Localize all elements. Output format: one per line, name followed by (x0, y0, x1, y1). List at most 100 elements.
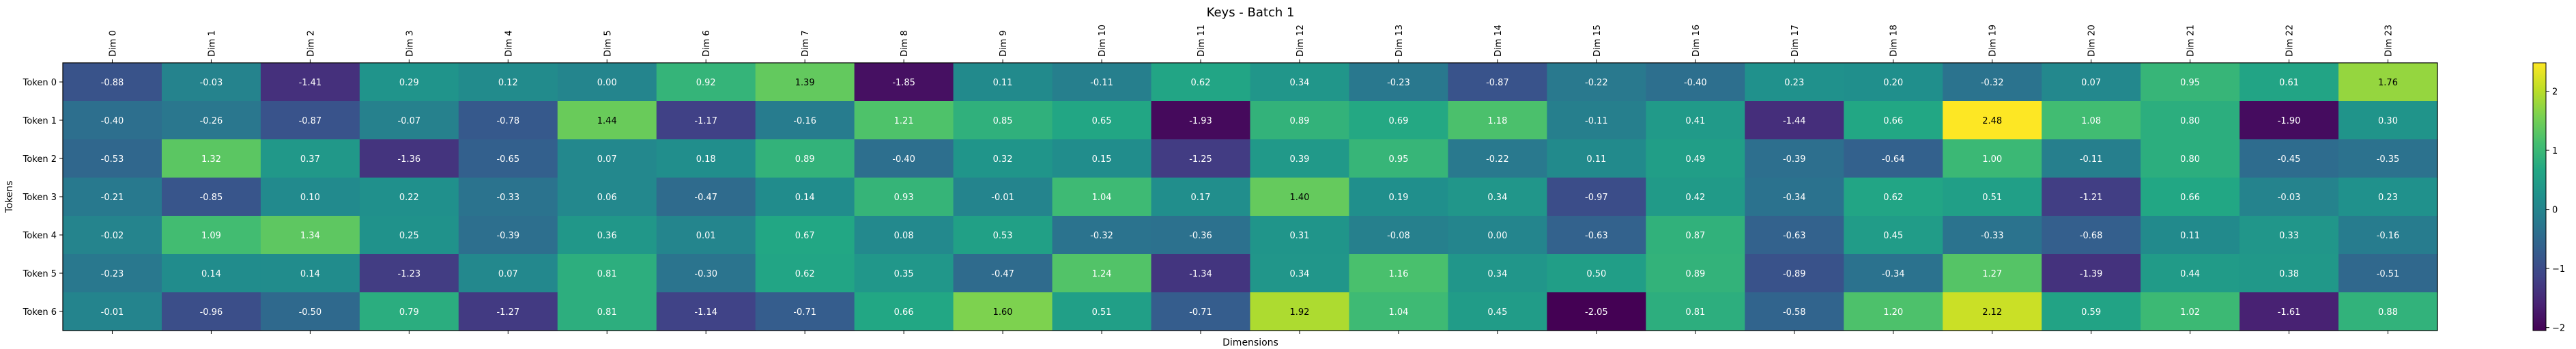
cell-value-label: 0.61 (2279, 78, 2299, 88)
heatmap-cell (2239, 63, 2339, 102)
cell-value-label: -0.22 (1486, 154, 1509, 165)
cell-value-label: -0.71 (793, 307, 816, 318)
heatmap-cell (854, 178, 954, 217)
cell-value-label: -0.16 (793, 116, 816, 126)
heatmap-cell (63, 292, 162, 331)
cell-value-label: 0.66 (894, 307, 914, 318)
y-tick-label: Token 1 (23, 116, 57, 126)
heatmap-cell (260, 63, 360, 102)
heatmap-cell (359, 178, 459, 217)
heatmap-cell (359, 101, 459, 140)
cell-value-label: 0.62 (795, 269, 815, 279)
cell-value-label: -0.30 (694, 269, 717, 279)
y-axis-label: Tokens (4, 180, 15, 213)
heatmap-cell (2338, 254, 2438, 293)
cell-value-label: -1.85 (892, 78, 915, 88)
cell-value-label: 1.44 (597, 116, 617, 126)
heatmap-cell (2338, 63, 2438, 102)
heatmap-cells (63, 63, 2438, 331)
x-tick-label: Dim 11 (1197, 25, 1207, 57)
heatmap-cell (161, 178, 261, 217)
heatmap-cell (161, 139, 261, 178)
heatmap-cell (2141, 63, 2240, 102)
x-tick-label: Dim 20 (2087, 25, 2098, 57)
cell-value-label: -1.41 (299, 78, 322, 88)
x-tick-label: Dim 0 (108, 30, 118, 57)
cell-value-label: 0.65 (1092, 116, 1112, 126)
heatmap-cell (2239, 178, 2339, 217)
cell-value-label: -1.34 (1189, 269, 1212, 279)
cell-value-label: -0.68 (2080, 231, 2103, 241)
cell-value-label: 0.29 (399, 78, 419, 88)
heatmap-cell (1646, 139, 1745, 178)
cell-value-label: -0.32 (1090, 231, 1113, 241)
cell-value-label: 0.06 (597, 193, 617, 203)
heatmap-cell (1151, 216, 1251, 255)
colorbar-tick-label: 2 (2552, 87, 2558, 98)
cell-value-label: -0.40 (101, 116, 124, 126)
y-tick-label: Token 2 (23, 154, 57, 165)
heatmap-cell (854, 139, 954, 178)
heatmap-cell (1745, 63, 1844, 102)
cell-value-label: 0.80 (2180, 154, 2200, 165)
x-tick-label: Dim 21 (2186, 25, 2196, 57)
cell-value-label: 0.87 (1685, 231, 1705, 241)
heatmap-cell (2239, 101, 2339, 140)
cell-value-label: -0.71 (1189, 307, 1212, 318)
colorbar-tick-label: −2 (2552, 324, 2565, 334)
heatmap-cell (359, 292, 459, 331)
cell-value-label: 0.14 (300, 269, 320, 279)
heatmap-cell (1745, 254, 1844, 293)
heatmap-cell (1844, 63, 1943, 102)
cell-value-label: 0.17 (1191, 193, 1211, 203)
heatmap-cell (2338, 216, 2438, 255)
cell-value-label: 0.51 (1092, 307, 1112, 318)
heatmap-cell (161, 254, 261, 293)
heatmap-cell (1250, 139, 1350, 178)
cell-value-label: 0.25 (399, 231, 419, 241)
heatmap-cell (1547, 292, 1646, 331)
heatmap-cell (1943, 63, 2042, 102)
heatmap-cell (1646, 216, 1745, 255)
heatmap-cell (755, 178, 855, 217)
heatmap-cell (854, 254, 954, 293)
heatmap-cell (854, 292, 954, 331)
heatmap-cell (1250, 216, 1350, 255)
heatmap-cell (854, 216, 954, 255)
cell-value-label: 0.89 (795, 154, 815, 165)
cell-value-label: 1.00 (1982, 154, 2002, 165)
heatmap-cell (755, 101, 855, 140)
cell-value-label: -0.87 (1486, 78, 1509, 88)
cell-value-label: 0.30 (2378, 116, 2398, 126)
cell-value-label: 1.39 (795, 78, 815, 88)
cell-value-label: -0.97 (1585, 193, 1608, 203)
cell-value-label: 0.45 (1487, 307, 1507, 318)
cell-value-label: 0.49 (1685, 154, 1705, 165)
cell-value-label: 0.35 (894, 269, 914, 279)
cell-value-label: 0.89 (1290, 116, 1310, 126)
heatmap-cell (656, 254, 756, 293)
cell-value-label: -0.85 (200, 193, 223, 203)
cell-value-label: -1.27 (496, 307, 519, 318)
heatmap-cell (1844, 139, 1943, 178)
cell-value-label: -0.40 (892, 154, 915, 165)
heatmap-cell (458, 254, 558, 293)
heatmap-cell (656, 216, 756, 255)
cell-value-label: -1.25 (1189, 154, 1212, 165)
cell-value-label: 0.10 (300, 193, 320, 203)
cell-value-label: 0.81 (597, 307, 617, 318)
heatmap-cell (2042, 216, 2141, 255)
x-tick-label: Dim 12 (1296, 25, 1306, 57)
heatmap-cell (2239, 292, 2339, 331)
cell-value-label: -0.34 (1783, 193, 1806, 203)
heatmap-cell (2338, 139, 2438, 178)
cell-value-label: -0.23 (1387, 78, 1410, 88)
heatmap-cell (1448, 292, 1547, 331)
cell-value-label: 1.92 (1290, 307, 1310, 318)
heatmap-cell (854, 63, 954, 102)
heatmap-cell (1151, 292, 1251, 331)
heatmap-cell (1547, 63, 1646, 102)
cell-value-label: -0.32 (1981, 78, 2004, 88)
x-tick-label: Dim 16 (1691, 25, 1702, 57)
cell-value-label: -0.78 (496, 116, 519, 126)
